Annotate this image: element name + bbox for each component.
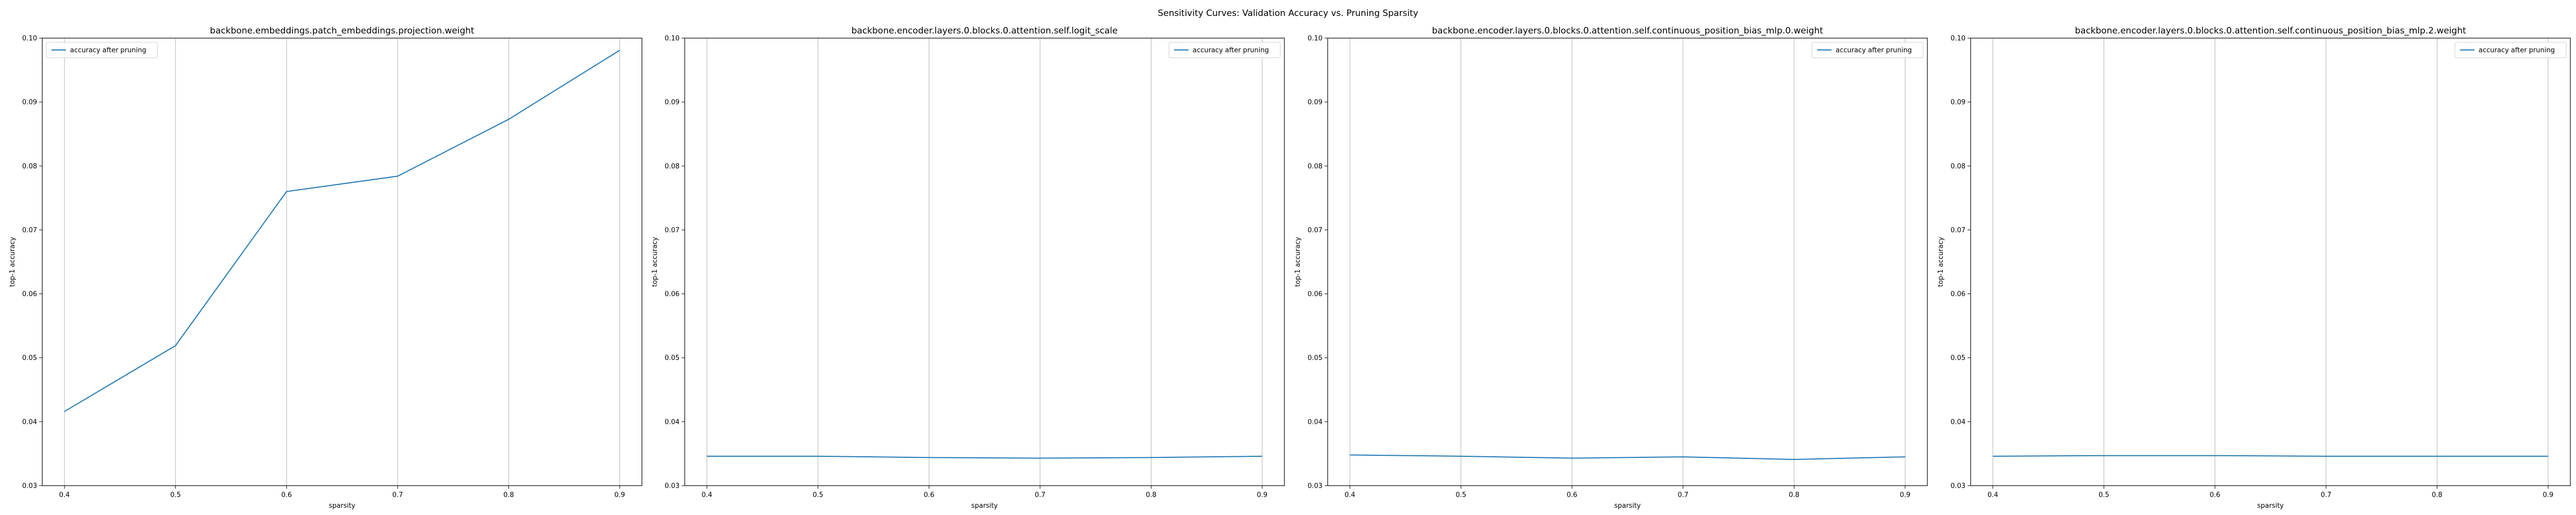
y-tick-label: 0.07 [1951,227,1965,234]
y-tick-label: 0.10 [1951,35,1965,43]
y-axis-label: top-1 accuracy [1937,237,1945,287]
x-tick-label: 0.4 [1345,491,1355,499]
legend-entry: accuracy after pruning [1193,47,1269,55]
y-tick-label: 0.05 [665,354,680,362]
legend-box [2454,42,2567,58]
x-tick-label: 0.9 [2543,491,2554,499]
figure-title: Sensitivity Curves: Validation Accuracy … [1158,8,1418,19]
y-tick-label: 0.03 [22,483,37,490]
chart-panels: 0.4 0.5 0.6 0.7 0.8 0.9 0.03 0.04 0.05 0.06 0.07 0.… [9,26,2571,510]
series-line-accuracy-after-pruning [1350,454,1905,460]
x-tick-label: 0.7 [1677,491,1688,499]
panel-title: backbone.embeddings.patch_embeddings.pro… [210,26,474,36]
x-tick-label: 0.6 [1567,491,1578,499]
y-axis-label: top-1 accuracy [1294,237,1302,287]
y-tick-label: 0.05 [1308,354,1323,362]
x-tick-label: 0.4 [702,491,713,499]
legend: accuracy after pruning [2454,42,2567,58]
y-tick-label: 0.09 [1308,99,1323,107]
y-tick-label: 0.06 [665,290,680,298]
legend-box [46,42,158,58]
x-tick-label: 0.7 [1035,491,1045,499]
x-tick-label: 0.8 [1146,491,1157,499]
legend: accuracy after pruning [46,42,158,58]
x-tick-label: 0.7 [2320,491,2331,499]
y-tick-label: 0.04 [22,418,37,426]
x-tick-label: 0.9 [1257,491,1268,499]
y-tick-label: 0.06 [22,290,37,298]
legend: accuracy after pruning [1811,42,1924,58]
chart-panel-1: 0.4 0.5 0.6 0.7 0.8 0.9 0.03 0.04 0.05 0.06 0.07 0.… [9,26,642,510]
plot-frame [1327,38,1928,486]
y-tick-label: 0.09 [22,99,37,107]
plot-frame [42,38,642,486]
series-line-accuracy-after-pruning [64,49,620,412]
legend-entry: accuracy after pruning [70,47,146,55]
y-tick-label: 0.04 [1951,418,1965,426]
y-tick-label: 0.06 [1951,290,1965,298]
x-tick-label: 0.4 [1988,491,1998,499]
y-tick-label: 0.05 [22,354,37,362]
y-tick-label: 0.03 [1951,483,1965,490]
legend: accuracy after pruning [1168,42,1281,58]
x-tick-label: 0.4 [59,491,70,499]
x-tick-label: 0.5 [2098,491,2109,499]
y-tick-label: 0.07 [665,227,680,234]
y-tick-label: 0.07 [22,227,37,234]
x-tick-label: 0.9 [1900,491,1911,499]
x-tick-label: 0.6 [924,491,935,499]
y-tick-label: 0.06 [1308,290,1323,298]
y-tick-label: 0.10 [665,35,680,43]
x-tick-label: 0.7 [392,491,403,499]
x-tick-label: 0.5 [812,491,823,499]
y-axis-label: top-1 accuracy [9,237,16,287]
y-tick-label: 0.08 [1308,163,1323,170]
y-tick-label: 0.08 [1951,163,1965,170]
legend-entry: accuracy after pruning [1836,47,1912,55]
y-tick-label: 0.04 [1308,418,1323,426]
y-axis-label: top-1 accuracy [651,237,659,287]
plot-frame [684,38,1285,486]
x-tick-label: 0.5 [170,491,181,499]
y-tick-label: 0.10 [1308,35,1323,43]
panel-title: backbone.encoder.layers.0.blocks.0.atten… [1432,26,1823,36]
x-tick-label: 0.8 [2432,491,2443,499]
legend-box [1168,42,1281,58]
chart-panel-2: 0.4 0.5 0.6 0.7 0.8 0.9 0.03 0.04 0.05 0.06 0.07 0.… [651,26,1285,510]
chart-panel-3: 0.4 0.5 0.6 0.7 0.8 0.9 0.03 0.04 0.05 0.06 0.07 0.… [1294,26,1928,510]
x-tick-label: 0.5 [1455,491,1466,499]
x-axis-label: sparsity [1614,502,1641,510]
y-tick-label: 0.07 [1308,227,1323,234]
y-tick-label: 0.03 [1308,483,1323,490]
panel-title: backbone.encoder.layers.0.blocks.0.atten… [852,26,1118,36]
y-tick-label: 0.08 [22,163,37,170]
y-tick-label: 0.05 [1951,354,1965,362]
y-tick-label: 0.03 [665,483,680,490]
x-tick-label: 0.6 [281,491,292,499]
x-tick-label: 0.8 [1789,491,1800,499]
x-axis-label: sparsity [971,502,998,510]
y-tick-label: 0.10 [22,35,37,43]
y-tick-label: 0.09 [1951,99,1965,107]
x-tick-label: 0.6 [2210,491,2221,499]
legend-entry: accuracy after pruning [2479,47,2555,55]
x-tick-label: 0.8 [503,491,514,499]
panel-title: backbone.encoder.layers.0.blocks.0.atten… [2075,26,2466,36]
plot-frame [1970,38,2571,486]
chart-panel-4: 0.4 0.5 0.6 0.7 0.8 0.9 0.03 0.04 0.05 0.06 0.07 0.… [1937,26,2571,510]
x-axis-label: sparsity [2257,502,2284,510]
y-tick-label: 0.09 [665,99,680,107]
series-line-accuracy-after-pruning [707,455,1262,459]
x-axis-label: sparsity [329,502,355,510]
y-tick-label: 0.08 [665,163,680,170]
legend-box [1811,42,1924,58]
y-tick-label: 0.04 [665,418,680,426]
x-tick-label: 0.9 [615,491,625,499]
